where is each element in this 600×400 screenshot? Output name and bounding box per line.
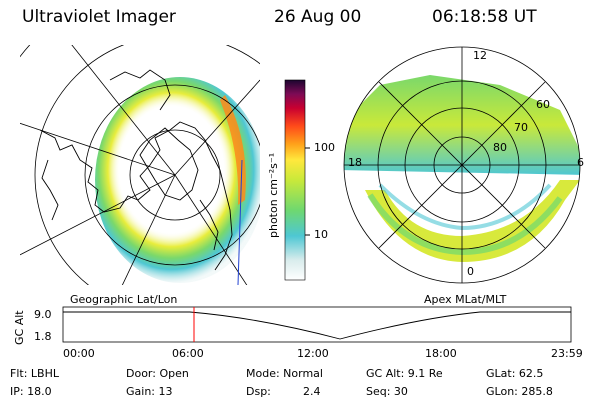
altitude-curve — [63, 311, 571, 340]
observation-time: 06:18:58 UT — [432, 7, 537, 27]
filter-status: Flt: LBHL — [10, 367, 59, 380]
mlt-label-6: 6 — [577, 156, 584, 169]
right-panel-caption: Apex MLat/MLT — [424, 293, 507, 306]
time-tick-2359: 23:59 — [551, 347, 583, 360]
gc-alt-status: GC Alt: 9.1 Re — [366, 367, 443, 380]
mlat-label-60: 60 — [536, 98, 550, 111]
mlt-label-12: 12 — [473, 49, 487, 62]
glon-status: GLon: 285.8 — [486, 385, 553, 398]
door-status: Door: Open — [126, 367, 189, 380]
altitude-ylabel: GC Alt — [13, 310, 26, 345]
mlat-label-70: 70 — [514, 121, 528, 134]
colorbar-tick-100: 100 — [314, 141, 335, 154]
altitude-ytick-9: 9.0 — [34, 308, 52, 321]
instrument-title: Ultraviolet Imager — [22, 7, 176, 27]
dsp-value: 2.4 — [303, 385, 321, 398]
colorbar-tick-10: 10 — [314, 228, 328, 241]
left-panel-caption: Geographic Lat/Lon — [70, 293, 178, 306]
dsp-label: Dsp: — [246, 385, 271, 398]
altitude-ytick-1.8: 1.8 — [34, 330, 52, 343]
time-tick-0600: 06:00 — [172, 347, 204, 360]
time-tick-0000: 00:00 — [63, 347, 95, 360]
mlat-label-80: 80 — [493, 141, 507, 154]
mlt-label-0: 0 — [467, 265, 474, 278]
glat-status: GLat: 62.5 — [486, 367, 544, 380]
time-tick-1800: 18:00 — [425, 347, 457, 360]
observation-date: 26 Aug 00 — [274, 7, 362, 27]
gain-status: Gain: 13 — [126, 385, 173, 398]
seq-status: Seq: 30 — [366, 385, 408, 398]
time-tick-1200: 12:00 — [297, 347, 329, 360]
mlt-label-18: 18 — [348, 156, 362, 169]
coastline — [39, 121, 233, 271]
auroral-oval-inner — [133, 120, 217, 220]
mode-status: Mode: Normal — [246, 367, 323, 380]
ip-status: IP: 18.0 — [10, 385, 52, 398]
dayside-emission — [220, 95, 246, 205]
